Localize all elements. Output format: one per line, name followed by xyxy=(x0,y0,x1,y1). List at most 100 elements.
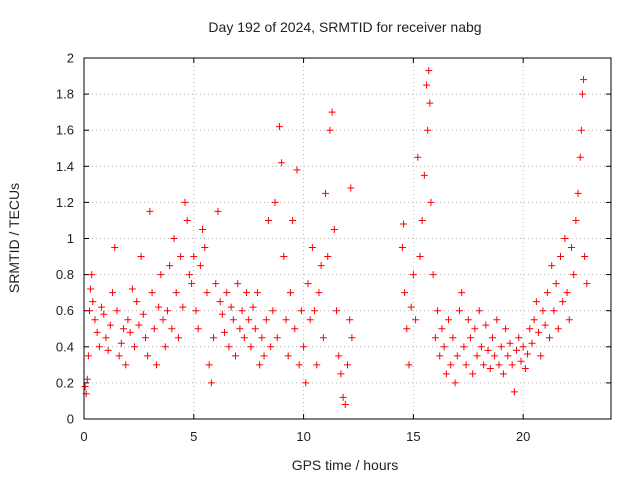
data-point xyxy=(115,352,123,360)
data-point xyxy=(339,393,347,401)
data-point xyxy=(328,108,336,116)
data-point xyxy=(341,401,349,409)
data-point xyxy=(205,361,213,369)
data-point xyxy=(199,225,207,233)
data-point xyxy=(100,310,108,318)
data-point xyxy=(414,153,422,161)
data-point xyxy=(177,253,185,261)
data-point xyxy=(139,310,147,318)
data-point xyxy=(286,289,294,297)
data-point xyxy=(559,298,567,306)
data-point xyxy=(273,334,281,342)
data-point xyxy=(475,307,483,315)
data-point xyxy=(89,298,97,306)
data-point xyxy=(477,343,485,351)
data-point xyxy=(455,307,463,315)
chart-title: Day 192 of 2024, SRMTID for receiver nab… xyxy=(208,19,481,35)
data-point xyxy=(480,361,488,369)
data-point xyxy=(319,334,327,342)
data-point xyxy=(282,316,290,324)
axis-ticks: 0 5 10 15 20 0 0.2 0.4 0.6 0.8 1 1.2 1.4 1.6 1.8 2 xyxy=(56,51,611,444)
data-point xyxy=(223,289,231,297)
data-point xyxy=(521,364,529,372)
data-point xyxy=(530,316,538,324)
data-point xyxy=(535,328,543,336)
data-point xyxy=(131,343,139,351)
data-point xyxy=(102,334,110,342)
data-point xyxy=(491,352,499,360)
data-point xyxy=(401,289,409,297)
data-point xyxy=(179,303,187,311)
data-point xyxy=(532,298,540,306)
data-point xyxy=(236,325,244,333)
data-point xyxy=(249,303,257,311)
data-point xyxy=(510,388,518,396)
data-point xyxy=(106,321,114,329)
data-point xyxy=(436,352,444,360)
y-tick-label: 0.2 xyxy=(56,375,74,390)
data-point xyxy=(424,126,432,134)
data-point xyxy=(449,334,457,342)
data-point xyxy=(407,303,415,311)
data-point xyxy=(117,339,125,347)
data-point xyxy=(269,307,277,315)
data-point xyxy=(229,316,237,324)
data-point xyxy=(423,81,431,89)
data-point xyxy=(426,99,434,107)
data-point xyxy=(88,271,96,279)
x-tick-label: 20 xyxy=(516,429,530,444)
data-point xyxy=(486,364,494,372)
data-point xyxy=(462,361,470,369)
data-point xyxy=(122,361,130,369)
data-point xyxy=(418,216,426,224)
data-point xyxy=(438,325,446,333)
y-tick-label: 1.4 xyxy=(56,159,74,174)
y-tick-label: 1.6 xyxy=(56,123,74,138)
grid-lines xyxy=(84,58,611,419)
data-point xyxy=(81,383,89,391)
data-point xyxy=(297,307,305,315)
data-point xyxy=(260,352,268,360)
data-point xyxy=(554,325,562,333)
data-point xyxy=(133,298,141,306)
data-point xyxy=(563,289,571,297)
data-point xyxy=(537,352,545,360)
data-point xyxy=(150,325,158,333)
data-point xyxy=(405,361,413,369)
data-point xyxy=(95,343,103,351)
data-point xyxy=(93,328,101,336)
data-point xyxy=(196,262,204,270)
data-point xyxy=(497,343,505,351)
data-point xyxy=(403,325,411,333)
data-point xyxy=(473,352,481,360)
data-point xyxy=(291,325,299,333)
x-tick-label: 5 xyxy=(190,429,197,444)
data-point xyxy=(583,280,591,288)
data-point xyxy=(578,90,586,98)
data-point xyxy=(420,171,428,179)
data-point xyxy=(302,379,310,387)
data-point xyxy=(284,352,292,360)
data-point xyxy=(445,316,453,324)
data-point xyxy=(466,334,474,342)
data-point xyxy=(543,289,551,297)
data-point xyxy=(271,198,279,206)
data-point xyxy=(98,303,106,311)
data-point xyxy=(315,289,323,297)
data-point xyxy=(141,334,149,342)
data-point xyxy=(185,271,193,279)
data-point xyxy=(210,334,218,342)
data-point xyxy=(556,253,564,261)
data-point xyxy=(524,350,532,358)
data-point xyxy=(519,343,527,351)
data-point xyxy=(440,343,448,351)
data-point xyxy=(348,334,356,342)
data-point xyxy=(109,289,117,297)
y-tick-label: 1.8 xyxy=(56,87,74,102)
data-point xyxy=(216,298,224,306)
data-point xyxy=(344,361,351,369)
data-point xyxy=(550,307,558,315)
data-point xyxy=(409,271,417,279)
data-point xyxy=(464,316,472,324)
